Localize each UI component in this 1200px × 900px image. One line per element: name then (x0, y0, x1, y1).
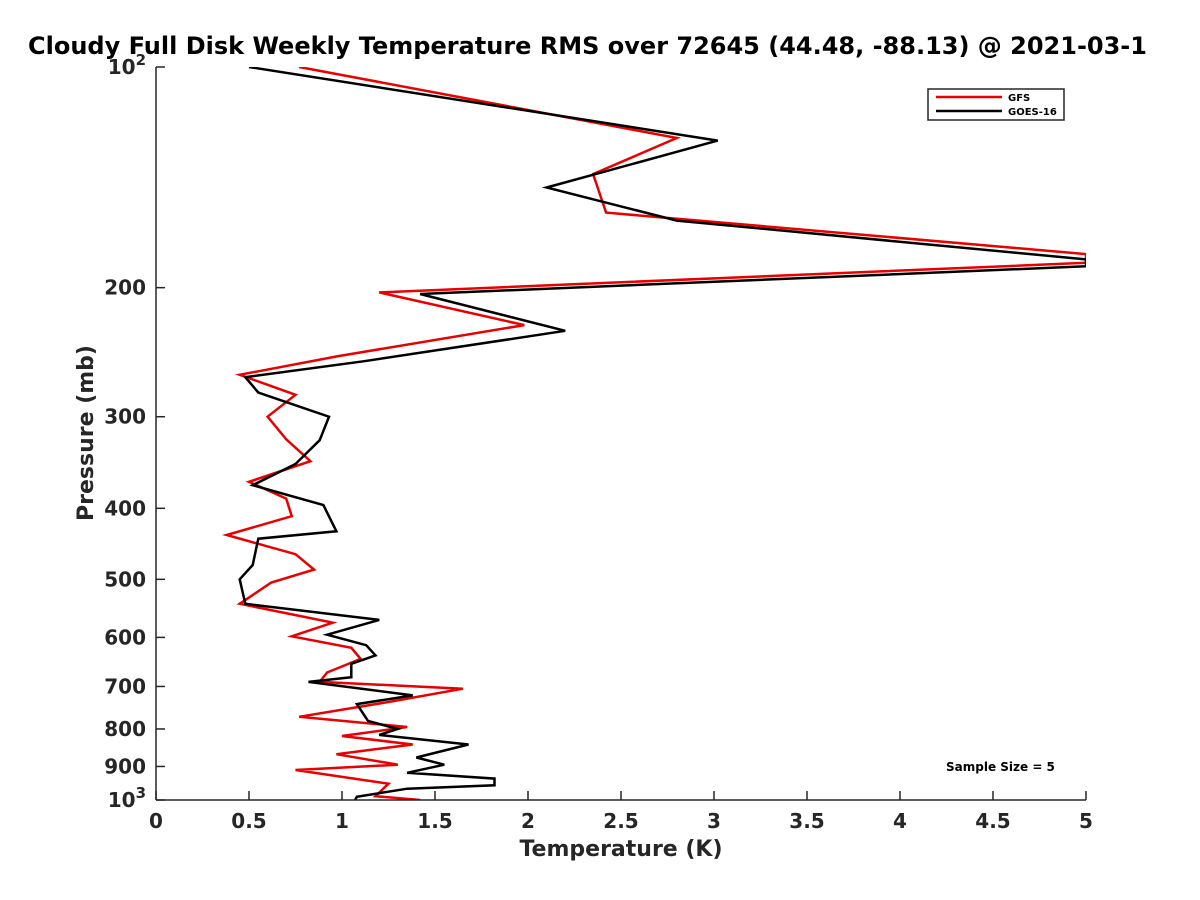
x-tick-label: 2 (521, 809, 535, 833)
x-tick-label: 5 (1079, 809, 1093, 833)
y-tick-label: 300 (104, 405, 146, 429)
legend: GFS GOES-16 (927, 88, 1065, 121)
y-tick-label: 200 (104, 276, 146, 300)
y-tick-label: 600 (104, 625, 146, 649)
x-axis-label: Temperature (K) (519, 837, 722, 862)
legend-label-goes16: GOES-16 (1008, 107, 1057, 118)
series-layer (222, 67, 1086, 800)
plot-area (156, 67, 1086, 800)
y-tick-label: 103 (108, 784, 146, 812)
x-tick-label: 0 (149, 809, 163, 833)
y-tick-label: 400 (104, 496, 146, 520)
x-tick-label: 2.5 (603, 809, 638, 833)
y-tick-label: 900 (104, 754, 146, 778)
y-axis-label: Pressure (mb) (74, 345, 99, 521)
chart-title: Cloudy Full Disk Weekly Temperature RMS … (28, 32, 1147, 60)
x-tick-label: 4 (893, 809, 907, 833)
x-tick-label: 3.5 (789, 809, 824, 833)
x-tick-label: 1 (335, 809, 349, 833)
y-axis-ticks: 102 200 300 400 500 600 700 800 900 103 (104, 51, 165, 812)
x-tick-label: 4.5 (975, 809, 1010, 833)
y-tick-label: 700 (104, 674, 146, 698)
y-tick-label: 800 (104, 717, 146, 741)
series-line-gfs (222, 67, 1086, 800)
legend-box (927, 88, 1065, 121)
legend-label-gfs: GFS (1008, 93, 1030, 104)
x-tick-label: 1.5 (417, 809, 452, 833)
series-line-goes16 (238, 67, 1086, 800)
x-axis-ticks: 0 0.5 1 1.5 2 2.5 3 3.5 4 4.5 5 (149, 791, 1093, 833)
y-tick-label: 102 (108, 51, 146, 79)
sample-size-annotation: Sample Size = 5 (946, 760, 1055, 774)
x-tick-label: 0.5 (231, 809, 266, 833)
y-tick-label: 500 (104, 567, 146, 591)
x-tick-label: 3 (707, 809, 721, 833)
